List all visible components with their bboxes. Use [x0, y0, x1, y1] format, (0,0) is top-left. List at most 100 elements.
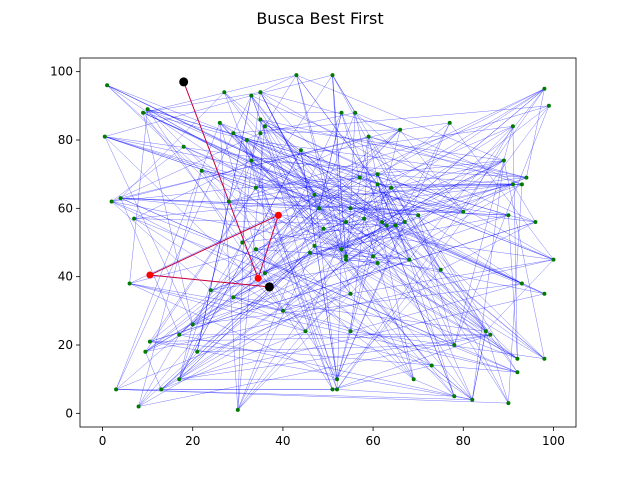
graph-edge: [116, 389, 473, 400]
graph-edge: [147, 109, 347, 223]
graph-edge: [246, 139, 455, 346]
graph-edge: [363, 218, 473, 400]
graph-edge: [111, 201, 518, 359]
graph-node: [190, 322, 195, 327]
graph-edge: [129, 283, 518, 373]
graph-node: [366, 134, 371, 139]
graph-node: [294, 73, 299, 78]
graph-edge: [134, 218, 283, 311]
graph-node: [506, 213, 511, 218]
graph-edge: [201, 170, 347, 223]
graph-edge: [233, 297, 486, 332]
graph-edge: [251, 95, 261, 120]
graph-edge: [305, 221, 347, 332]
graph-edge: [350, 283, 522, 332]
graph-edge: [255, 177, 360, 188]
edge-layer: [104, 74, 554, 411]
graph-edge: [251, 95, 536, 223]
graph-edge: [179, 126, 513, 335]
graph-edge: [440, 221, 536, 270]
graph-edge: [512, 184, 536, 223]
graph-node: [114, 387, 119, 392]
graph-node: [348, 329, 353, 334]
graph-edge: [192, 242, 243, 325]
graph-node: [177, 332, 182, 337]
graph-edge: [246, 139, 554, 260]
graph-node: [384, 223, 389, 228]
graph-edge: [463, 184, 513, 212]
start-node: [179, 77, 189, 87]
graph-edge: [219, 122, 238, 410]
graph-edge: [255, 187, 333, 390]
graph-edge: [246, 139, 378, 185]
graph-edge: [350, 112, 356, 209]
graph-edge: [282, 249, 342, 311]
graph-edge: [237, 139, 247, 410]
graph-edge: [192, 187, 392, 325]
graph-edge: [237, 187, 392, 410]
graph-edge: [409, 259, 455, 397]
graph-edge: [463, 126, 514, 212]
graph-edge: [145, 75, 333, 352]
graph-node: [253, 247, 258, 252]
graph-node: [380, 220, 385, 224]
graph-edge: [341, 160, 504, 250]
graph-node: [222, 90, 227, 95]
graph-node: [308, 250, 312, 255]
graph-edge: [147, 109, 405, 223]
graph-edge: [224, 92, 338, 390]
graph-edge: [179, 334, 491, 380]
graph-node: [393, 223, 398, 228]
graph-node: [398, 127, 403, 132]
graph-node: [249, 158, 254, 163]
graph-edge: [138, 245, 315, 407]
graph-edge: [149, 341, 473, 400]
graph-edge: [143, 112, 351, 209]
y-tick-label: 60: [58, 201, 73, 215]
x-tick-label: 20: [185, 434, 200, 448]
graph-node: [510, 182, 515, 187]
graph-edge: [336, 105, 550, 390]
goal-node: [264, 282, 274, 292]
graph-node: [132, 216, 137, 221]
graph-node: [515, 356, 520, 361]
graph-edge: [242, 177, 360, 243]
graph-node: [235, 407, 240, 412]
graph-node: [357, 175, 362, 180]
graph-edge: [400, 122, 450, 130]
graph-node: [362, 216, 367, 221]
graph-node: [375, 261, 380, 265]
graph-edge: [431, 365, 473, 400]
graph-edge: [341, 112, 455, 397]
graph-edge: [120, 197, 455, 346]
graph-edge: [314, 245, 351, 294]
graph-edge: [161, 252, 311, 390]
graph-edge: [332, 75, 419, 216]
graph-node: [371, 254, 376, 259]
graph-node: [488, 332, 493, 337]
graph-node: [429, 363, 434, 368]
graph-edge: [391, 184, 522, 188]
graph-edge: [260, 92, 347, 260]
graph-edge: [251, 95, 455, 346]
graph-edge: [115, 122, 220, 390]
graph-edge: [129, 184, 513, 284]
graph-edge: [246, 139, 522, 284]
graph-edge: [296, 75, 347, 257]
graph-edge: [145, 351, 162, 390]
graph-edge: [224, 92, 545, 359]
graph-edge: [260, 112, 356, 134]
graph-edge: [179, 242, 243, 380]
graph-node: [344, 257, 348, 262]
graph-node: [510, 124, 515, 129]
graph-node: [177, 377, 182, 382]
graph-edge: [210, 177, 527, 291]
graph-edge: [332, 75, 347, 260]
graph-edge: [296, 74, 504, 161]
graph-edge: [336, 122, 450, 380]
y-tick-label: 0: [65, 406, 73, 420]
graph-node: [258, 131, 263, 136]
graph-node: [147, 339, 152, 344]
graph-edge: [264, 112, 342, 274]
